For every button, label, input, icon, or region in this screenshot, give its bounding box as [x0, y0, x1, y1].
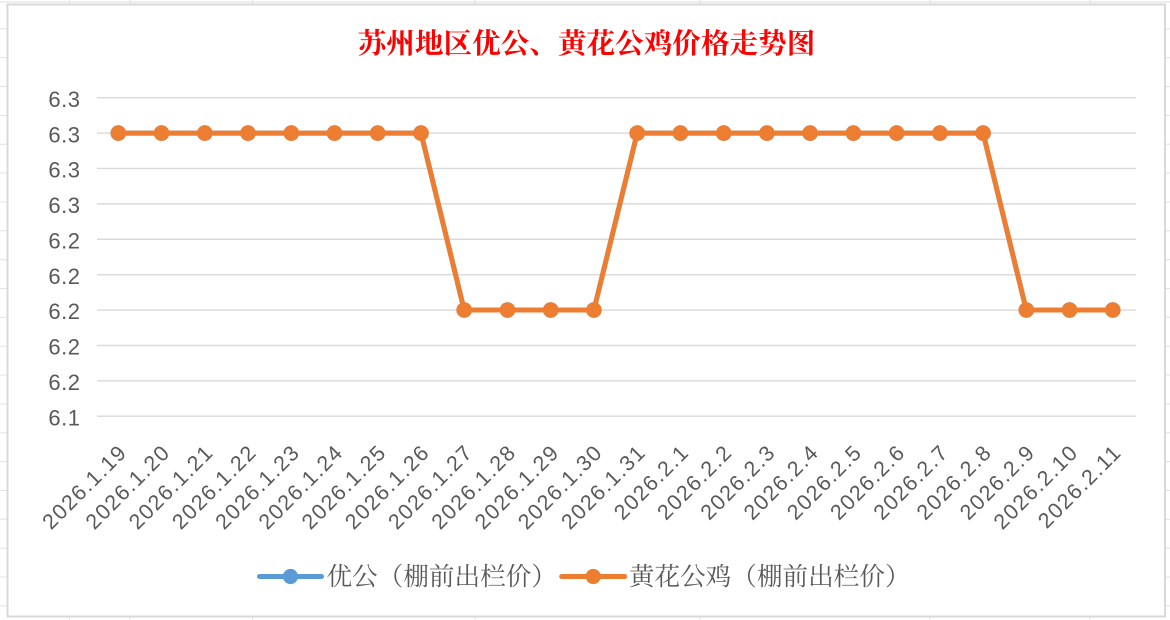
legend-label [629, 563, 894, 588]
y-tick-label[interactable]: 6.3 [48, 87, 80, 112]
data-point-marker[interactable] [759, 125, 775, 141]
legend-marker-sample [585, 568, 601, 585]
data-point-marker[interactable] [197, 125, 213, 141]
data-point-marker[interactable] [1061, 302, 1078, 318]
legend-label [327, 563, 541, 588]
data-point-marker[interactable] [1018, 302, 1035, 318]
series-2[interactable] [110, 125, 1121, 318]
data-point-marker[interactable] [586, 302, 602, 318]
data-point-marker[interactable] [888, 125, 905, 141]
legend-marker-sample [282, 568, 299, 585]
data-point-marker[interactable] [283, 125, 300, 141]
data-point-marker[interactable] [499, 302, 516, 318]
legend-item-1[interactable] [257, 563, 541, 588]
y-axis-tick-labels[interactable]: 6.3 6.3 6.3 6.3 6.2 6.2 6.2 6.2 6.2 6.1 [48, 87, 80, 431]
data-point-marker[interactable] [1105, 302, 1121, 318]
y-tick-label[interactable]: 6.2 [48, 370, 80, 395]
data-point-marker[interactable] [456, 302, 473, 318]
data-point-marker[interactable] [413, 125, 429, 141]
data-point-marker[interactable] [369, 125, 386, 141]
y-tick-label[interactable]: 6.2 [48, 299, 80, 324]
data-point-marker[interactable] [240, 125, 256, 141]
legend-item-2[interactable] [559, 563, 894, 588]
data-point-marker[interactable] [153, 125, 170, 141]
data-point-marker[interactable] [715, 125, 732, 141]
data-point-marker[interactable] [672, 125, 689, 141]
data-point-marker[interactable] [629, 125, 645, 141]
chart-title-glyphs [358, 28, 814, 56]
data-point-marker[interactable] [110, 125, 127, 141]
data-point-marker[interactable] [932, 125, 948, 141]
data-point-marker[interactable] [802, 125, 818, 141]
y-tick-label[interactable]: 6.3 [48, 122, 80, 147]
y-tick-label[interactable]: 6.2 [48, 264, 80, 289]
y-tick-label[interactable]: 6.1 [48, 405, 80, 430]
chart-legend[interactable] [257, 563, 894, 588]
data-point-marker[interactable] [975, 125, 991, 141]
y-tick-label[interactable]: 6.2 [48, 228, 80, 253]
chart-title[interactable] [358, 28, 814, 56]
data-point-marker[interactable] [542, 302, 559, 318]
y-tick-label[interactable]: 6.2 [48, 335, 80, 360]
data-point-marker[interactable] [326, 125, 343, 141]
data-series-layer[interactable] [110, 125, 1121, 318]
y-tick-label[interactable]: 6.3 [48, 158, 80, 183]
y-tick-label[interactable]: 6.3 [48, 193, 80, 218]
data-point-marker[interactable] [845, 125, 862, 141]
